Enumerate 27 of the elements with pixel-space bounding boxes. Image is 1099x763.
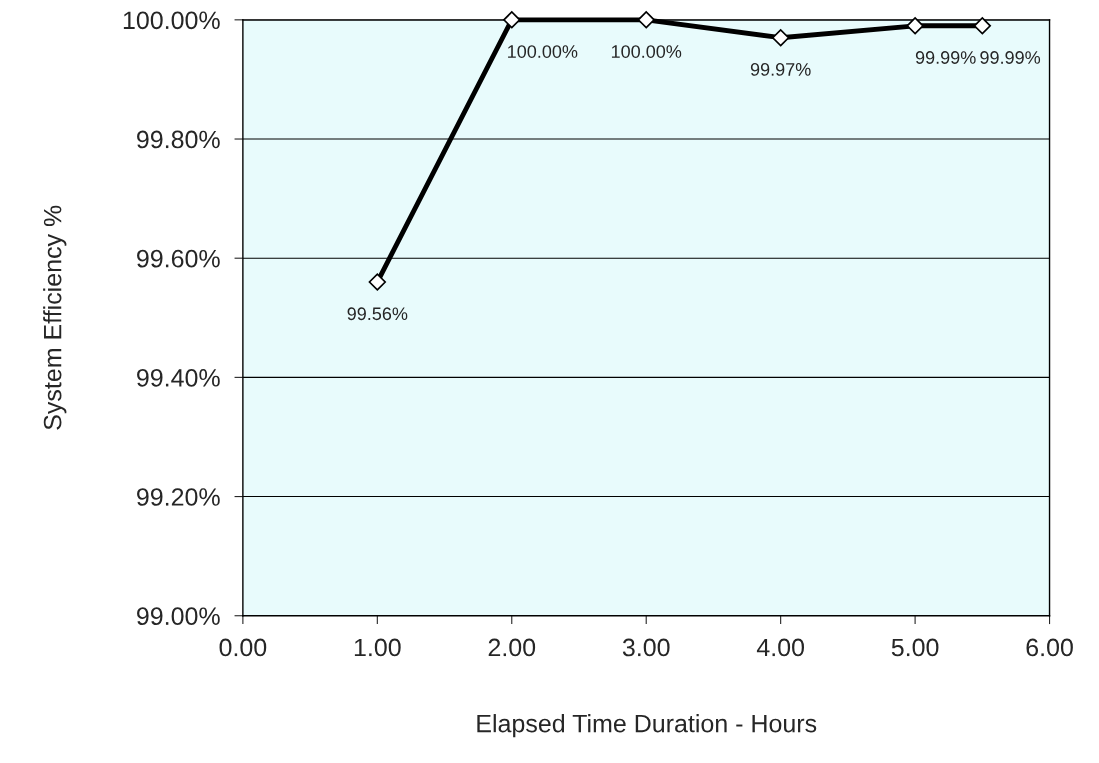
point xyxy=(503,11,521,29)
y-tick-label: 99.60% xyxy=(137,249,220,268)
y-axis-title: System Efficiency % xyxy=(43,205,67,430)
x-tick-label: 1.00 xyxy=(354,638,401,657)
y-tick-label: 99.40% xyxy=(137,368,220,387)
y-tick-label: 99.00% xyxy=(137,607,220,626)
y-tick-label: 99.80% xyxy=(137,130,220,149)
text: 100.00% xyxy=(611,45,682,58)
y-tick-label: 99.20% xyxy=(137,488,220,506)
x-tick-label: 6.00 xyxy=(1026,638,1073,657)
point xyxy=(973,17,992,35)
x-tick-label: 2.00 xyxy=(488,638,536,657)
point xyxy=(637,11,655,29)
point xyxy=(906,17,924,35)
text: 99.56% xyxy=(347,307,408,321)
text: 100.00% xyxy=(508,45,578,58)
x-axis-title: Elapsed Time Duration - Hours xyxy=(477,714,817,738)
x-tick-label: 3.00 xyxy=(622,638,670,657)
point xyxy=(771,29,790,47)
x-tick-label: 5.00 xyxy=(891,638,939,657)
point xyxy=(368,273,387,291)
text: 99.99% xyxy=(980,51,1041,64)
x-tick-label: 4.00 xyxy=(756,638,805,657)
text: 99.99% xyxy=(915,51,976,64)
x-tick-label: 0.00 xyxy=(219,638,267,657)
text: 99.97% xyxy=(750,63,811,76)
y-tick-label: 100.00% xyxy=(123,11,220,30)
